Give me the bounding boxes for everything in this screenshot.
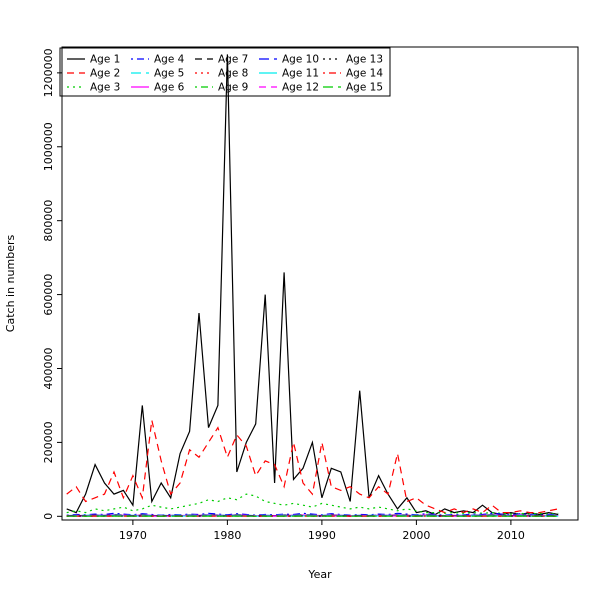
y-tick-label: 1200000 bbox=[42, 48, 55, 97]
x-axis-label: Year bbox=[307, 568, 332, 581]
x-tick-label: 1990 bbox=[308, 529, 336, 542]
legend-label-age-9: Age 9 bbox=[218, 82, 248, 94]
legend-label-age-10: Age 10 bbox=[282, 54, 319, 66]
legend-label-age-5: Age 5 bbox=[154, 68, 184, 80]
legend-label-age-6: Age 6 bbox=[154, 82, 185, 94]
legend-label-age-8: Age 8 bbox=[218, 68, 248, 80]
legend-label-age-4: Age 4 bbox=[154, 54, 185, 66]
x-tick-label: 1970 bbox=[119, 529, 147, 542]
y-tick-label: 600000 bbox=[42, 274, 55, 316]
legend-label-age-2: Age 2 bbox=[90, 68, 120, 80]
y-tick-label: 800000 bbox=[42, 200, 55, 242]
y-tick-label: 200000 bbox=[42, 421, 55, 463]
y-tick-label: 1000000 bbox=[42, 122, 55, 171]
legend-label-age-15: Age 15 bbox=[346, 82, 383, 94]
y-tick-label: 400000 bbox=[42, 347, 55, 389]
legend-label-age-14: Age 14 bbox=[346, 68, 383, 80]
y-axis-label: Catch in numbers bbox=[4, 235, 17, 333]
legend-label-age-13: Age 13 bbox=[346, 54, 383, 66]
y-tick-label: 0 bbox=[42, 513, 55, 520]
legend-label-age-12: Age 12 bbox=[282, 82, 319, 94]
x-tick-label: 2000 bbox=[402, 529, 430, 542]
x-tick-label: 1980 bbox=[213, 529, 241, 542]
legend-label-age-1: Age 1 bbox=[90, 54, 120, 66]
legend-label-age-3: Age 3 bbox=[90, 82, 120, 94]
legend-label-age-11: Age 11 bbox=[282, 68, 319, 80]
legend-label-age-7: Age 7 bbox=[218, 54, 248, 66]
x-tick-label: 2010 bbox=[497, 529, 525, 542]
